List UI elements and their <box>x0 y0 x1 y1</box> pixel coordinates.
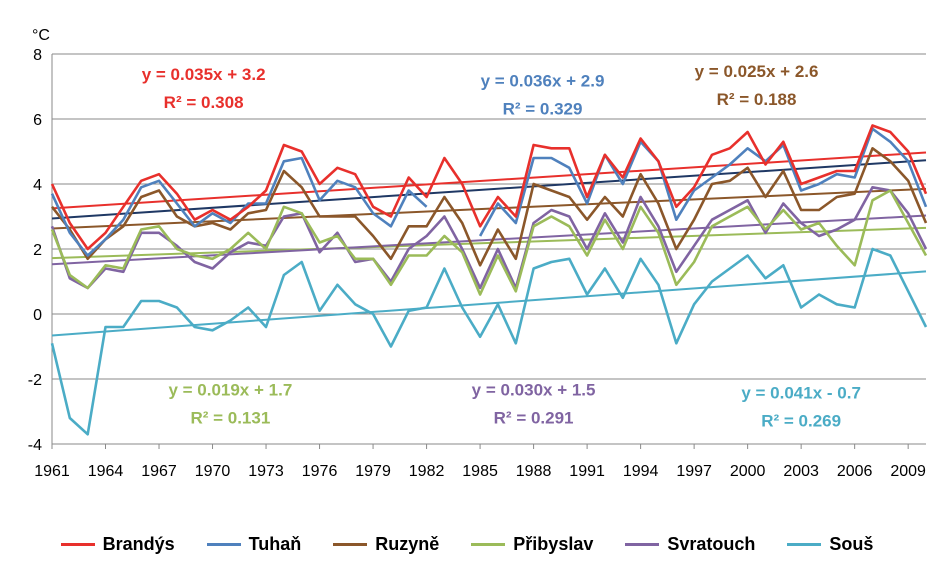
r-squared-label: R² = 0.269 <box>761 412 841 431</box>
series-line <box>478 127 928 237</box>
x-tick-label: 1994 <box>623 463 659 480</box>
r-squared-label: R² = 0.308 <box>164 93 244 112</box>
legend-swatch <box>625 542 660 546</box>
regression-equation: y = 0.041x - 0.7 <box>741 384 861 403</box>
x-tick-label: 1967 <box>141 463 177 480</box>
y-tick-label: 6 <box>33 112 42 129</box>
trend-line <box>51 159 927 220</box>
x-tick-label: 2000 <box>730 463 766 480</box>
trend-line <box>51 226 927 260</box>
series-line <box>50 186 928 290</box>
legend-label: Ruzyně <box>375 533 440 554</box>
r-squared-label: R² = 0.329 <box>503 100 583 119</box>
legend-label: Přibyslav <box>513 533 594 554</box>
x-tick-label: 1970 <box>195 463 231 480</box>
legend-item: Svratouch <box>625 534 755 555</box>
chart-legend: Brandýs Tuhaň Ruzyně Přibyslav Svratouch Souš <box>0 526 934 562</box>
line-chart: °C 8 6 4 2 0 -2 -4 1961 1964 1967 1970 1973 1976 197… <box>28 27 928 480</box>
trend-line <box>51 187 927 230</box>
series-line <box>50 124 928 251</box>
regression-equation: y = 0.035x + 3.2 <box>142 65 266 84</box>
legend-item: Přibyslav <box>471 534 593 555</box>
regression-equation: y = 0.025x + 2.6 <box>695 62 819 81</box>
x-tick-label: 1991 <box>569 463 605 480</box>
x-tick-label: 1982 <box>409 463 445 480</box>
legend-label: Tuhaň <box>248 533 302 554</box>
legend-swatch <box>60 542 95 546</box>
y-tick-label: -2 <box>28 372 42 389</box>
trend-lines <box>51 151 927 337</box>
x-tick-label: 2006 <box>837 463 873 480</box>
legend-swatch <box>206 542 241 546</box>
x-tick-label: 2009 <box>890 463 926 480</box>
y-tick-label: -4 <box>28 437 42 454</box>
regression-equation: y = 0.036x + 2.9 <box>481 72 605 91</box>
r-squared-label: R² = 0.131 <box>190 408 270 427</box>
legend-item: Ruzyně <box>333 534 439 555</box>
y-axis-label: °C <box>32 27 50 44</box>
x-tick-label: 1976 <box>302 463 338 480</box>
r-squared-label: R² = 0.291 <box>494 408 574 427</box>
legend-item: Brandýs <box>60 533 175 555</box>
x-tick-label: 1997 <box>676 463 712 480</box>
legend-swatch <box>787 542 822 546</box>
legend-label: Brandýs <box>102 533 175 554</box>
y-tick-label: 4 <box>33 177 42 194</box>
regression-annotations: y = 0.035x + 3.2 R² = 0.308 y = 0.036x + 2… <box>142 62 861 431</box>
x-tick-label: 1985 <box>462 463 498 480</box>
legend-swatch <box>471 542 506 546</box>
trend-line <box>51 151 927 210</box>
x-tick-label: 1988 <box>516 463 552 480</box>
y-tick-label: 0 <box>33 307 42 324</box>
x-tick-label: 1961 <box>34 463 70 480</box>
series-lines <box>50 124 928 436</box>
regression-equation: y = 0.019x + 1.7 <box>168 380 292 399</box>
series-line <box>50 147 928 267</box>
series-line <box>50 247 928 436</box>
legend-swatch <box>333 542 368 546</box>
y-axis-ticks: 8 6 4 2 0 -2 -4 <box>28 47 42 454</box>
legend-item: Souš <box>787 534 873 555</box>
series-line <box>50 189 928 296</box>
regression-equation: y = 0.030x + 1.5 <box>472 380 596 399</box>
trend-line <box>51 270 927 337</box>
x-tick-label: 1964 <box>88 463 124 480</box>
legend-label: Souš <box>829 533 874 554</box>
legend-item: Tuhaň <box>206 533 302 555</box>
legend-label: Svratouch <box>667 533 756 554</box>
gridlines <box>51 53 926 445</box>
x-tick-label: 2003 <box>783 463 819 480</box>
x-tick-label: 1979 <box>355 463 391 480</box>
x-tick-label: 1973 <box>248 463 284 480</box>
x-axis-ticks: 1961 1964 1967 1970 1973 1976 1979 1982 1985 1988… <box>34 444 926 480</box>
r-squared-label: R² = 0.188 <box>717 90 797 109</box>
y-tick-label: 2 <box>33 242 42 259</box>
y-tick-label: 8 <box>33 47 42 64</box>
